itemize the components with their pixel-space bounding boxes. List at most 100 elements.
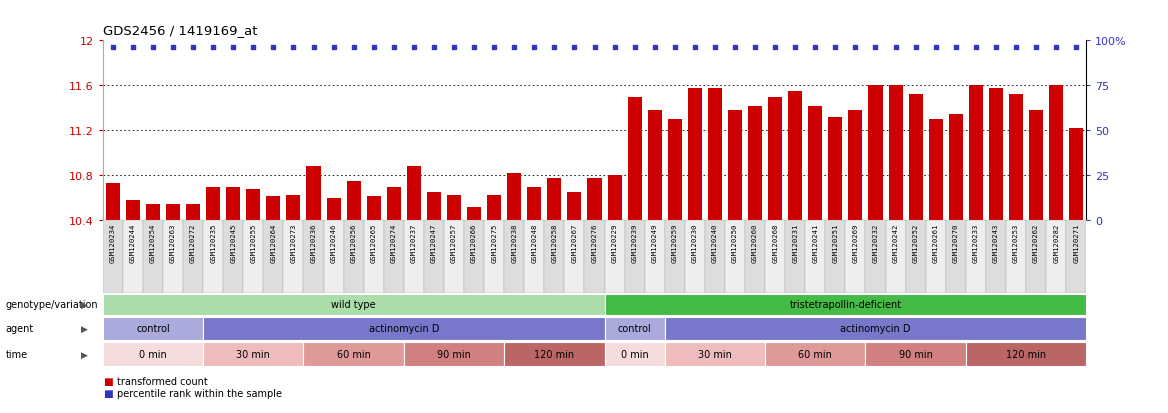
Bar	[665, 342, 765, 366]
Text: GSM120266: GSM120266	[471, 223, 477, 262]
Text: GSM120234: GSM120234	[110, 223, 116, 262]
Text: GSM120272: GSM120272	[190, 223, 196, 262]
Text: 120 min: 120 min	[534, 349, 575, 359]
Bar	[203, 342, 304, 366]
Text: 0 min: 0 min	[620, 349, 648, 359]
Text: actinomycin D: actinomycin D	[840, 323, 911, 333]
Text: GSM120240: GSM120240	[712, 223, 718, 262]
Bar	[284, 221, 304, 293]
Bar	[625, 221, 645, 293]
Bar	[146, 204, 160, 221]
Bar	[487, 195, 501, 221]
Bar	[765, 221, 785, 293]
Bar	[103, 221, 123, 293]
Bar	[605, 294, 1086, 315]
Text: GSM120256: GSM120256	[350, 223, 356, 262]
Bar	[684, 221, 705, 293]
Text: ■: ■	[103, 388, 112, 398]
Text: tristetrapollin-deficient: tristetrapollin-deficient	[790, 299, 902, 310]
Text: transformed count: transformed count	[117, 376, 208, 386]
Bar	[828, 118, 842, 221]
Bar	[123, 221, 142, 293]
Bar	[404, 221, 424, 293]
Text: GSM120247: GSM120247	[431, 223, 437, 262]
Text: 0 min: 0 min	[139, 349, 167, 359]
Bar	[748, 107, 762, 221]
Bar	[347, 182, 361, 221]
Bar	[909, 95, 923, 221]
Bar	[665, 317, 1086, 340]
Bar	[367, 196, 381, 221]
Text: GSM120233: GSM120233	[973, 223, 979, 262]
Bar	[164, 221, 183, 293]
Bar	[524, 221, 544, 293]
Bar	[142, 221, 164, 293]
Bar	[206, 187, 221, 221]
Bar	[705, 221, 725, 293]
Bar	[203, 317, 605, 340]
Bar	[126, 201, 140, 221]
Text: GSM120244: GSM120244	[130, 223, 135, 262]
Bar	[286, 195, 300, 221]
Bar	[304, 342, 404, 366]
Bar	[227, 187, 241, 221]
Bar	[406, 167, 420, 221]
Text: GSM120254: GSM120254	[150, 223, 157, 262]
Text: GSM120275: GSM120275	[492, 223, 498, 262]
Bar	[544, 221, 564, 293]
Bar	[1049, 86, 1063, 221]
Bar	[203, 221, 223, 293]
Bar	[424, 221, 444, 293]
Text: control: control	[137, 323, 169, 333]
Bar	[785, 221, 805, 293]
Bar	[905, 221, 926, 293]
Bar	[966, 342, 1086, 366]
Text: GSM120274: GSM120274	[391, 223, 397, 262]
Bar	[1006, 221, 1026, 293]
Text: percentile rank within the sample: percentile rank within the sample	[117, 388, 281, 398]
Bar	[605, 221, 625, 293]
Bar	[865, 221, 885, 293]
Text: GSM120250: GSM120250	[732, 223, 738, 262]
Text: GSM120243: GSM120243	[993, 223, 999, 262]
Bar	[304, 221, 324, 293]
Bar	[607, 176, 621, 221]
Bar	[444, 221, 464, 293]
Text: GSM120241: GSM120241	[812, 223, 819, 262]
Bar	[467, 207, 481, 221]
Text: GSM120263: GSM120263	[171, 223, 176, 262]
Text: GSM120258: GSM120258	[551, 223, 557, 262]
Bar	[183, 221, 203, 293]
Bar	[266, 196, 280, 221]
Bar	[186, 204, 200, 221]
Bar	[668, 120, 682, 221]
Bar	[548, 178, 562, 221]
Text: GSM120259: GSM120259	[672, 223, 677, 262]
Text: GSM120229: GSM120229	[612, 223, 618, 262]
Bar	[805, 221, 826, 293]
Bar	[728, 111, 742, 221]
Text: GSM120235: GSM120235	[210, 223, 216, 262]
Text: ▶: ▶	[81, 350, 88, 358]
Bar	[648, 111, 662, 221]
Bar	[464, 221, 484, 293]
Bar	[327, 199, 341, 221]
Text: 90 min: 90 min	[898, 349, 932, 359]
Text: GSM120270: GSM120270	[953, 223, 959, 262]
Bar	[588, 178, 602, 221]
Text: GSM120255: GSM120255	[250, 223, 256, 262]
Bar	[929, 120, 943, 221]
Text: 60 min: 60 min	[336, 349, 370, 359]
Bar	[968, 86, 983, 221]
Text: GSM120249: GSM120249	[652, 223, 658, 262]
Bar	[447, 195, 461, 221]
Text: GSM120269: GSM120269	[853, 223, 858, 262]
Bar	[889, 86, 903, 221]
Text: GSM120231: GSM120231	[792, 223, 798, 262]
Text: agent: agent	[6, 323, 34, 333]
Text: GSM120248: GSM120248	[531, 223, 537, 262]
Bar	[769, 97, 783, 221]
Bar	[865, 342, 966, 366]
Bar	[343, 221, 363, 293]
Text: GSM120245: GSM120245	[230, 223, 236, 262]
